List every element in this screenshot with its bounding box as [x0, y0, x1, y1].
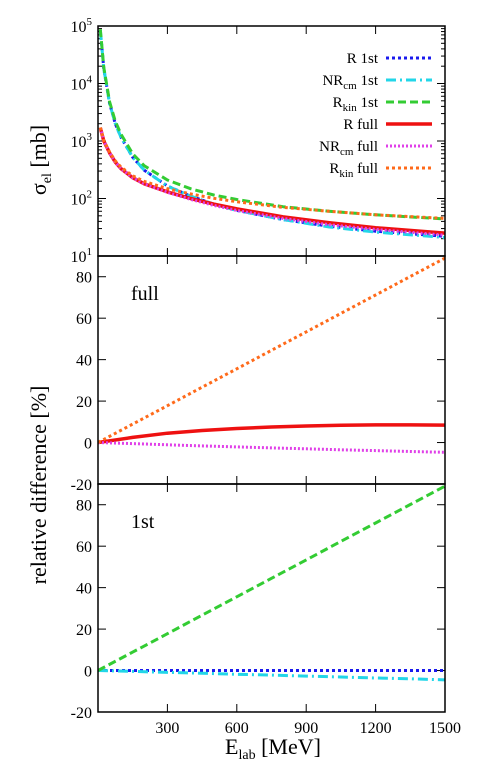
y-tick-label: 40: [76, 353, 92, 370]
y-tick-label: 103: [71, 131, 93, 151]
panel-cross-section: 101 102 103 104 105 R 1st NRcm 1st Rkin 1st R fu…: [71, 16, 446, 266]
x-tick-label: 1200: [360, 720, 392, 737]
series-line-rkin-full: [98, 127, 445, 220]
y-tick-label: 0: [84, 436, 92, 453]
y-axis-title-relative-difference: relative difference [%]: [26, 386, 51, 585]
x-tick-label: 300: [155, 720, 179, 737]
series-line-nrcm-full: [98, 127, 445, 237]
series-group: [98, 256, 445, 454]
y-tick-label: 20: [76, 394, 92, 411]
panel-1st-difference: -20 0 20 40 60 80 300 600 900 1200 1500 1st: [71, 483, 461, 737]
x-tick-label: 600: [225, 720, 249, 737]
y-tick-label: 60: [76, 539, 92, 556]
y-tick-label: -20: [71, 477, 92, 494]
y-tick-label: 105: [71, 16, 93, 36]
y-axis-title-cross-section: σel [mb]: [26, 125, 55, 195]
y-tick-label: -20: [71, 705, 92, 722]
y-tick-label: 80: [76, 498, 92, 515]
y-tick-label: 102: [71, 189, 93, 209]
y-tick-label: 40: [76, 581, 92, 598]
series-line-nrcm-1st: [98, 29, 445, 239]
plot-frame: [97, 483, 446, 713]
x-tick-label: 1500: [429, 720, 461, 737]
y-tick-label: 104: [71, 74, 93, 94]
y-tick-label: 60: [76, 311, 92, 328]
legend-label-r-1st: R 1st: [347, 51, 379, 67]
legend-label-r-full: R full: [343, 117, 378, 133]
series-line-nrcm-1st: [98, 669, 445, 682]
legend: R 1st NRcm 1st Rkin 1st R full NRcm full Rkin…: [319, 51, 432, 180]
x-axis-title: Elab [MeV]: [225, 734, 321, 763]
panel-annotation: 1st: [131, 511, 155, 533]
panel-annotation: full: [131, 283, 159, 305]
x-tick-label: 900: [294, 720, 318, 737]
legend-label-nrcm-1st: NRcm 1st: [322, 73, 378, 92]
legend-label-rkin-1st: Rkin 1st: [333, 95, 379, 114]
series-line-nrcm-full: [98, 441, 445, 454]
y-tick-label: 101: [71, 246, 93, 266]
series-line-rkin-1st: [98, 29, 445, 221]
legend-label-rkin-full: Rkin full: [329, 161, 378, 180]
y-tick-label: 80: [76, 270, 92, 287]
panel-full-difference: -20 0 20 40 60 80 full: [71, 255, 446, 494]
plot-frame: [97, 25, 446, 257]
y-tick-label: 20: [76, 622, 92, 639]
series-group: [98, 484, 445, 682]
series-line-rkin-1st: [98, 484, 445, 672]
series-line-r-full: [98, 423, 445, 445]
legend-label-nrcm-full: NRcm full: [319, 139, 378, 158]
y-tick-label: 0: [84, 664, 92, 681]
series-group: [98, 29, 445, 239]
